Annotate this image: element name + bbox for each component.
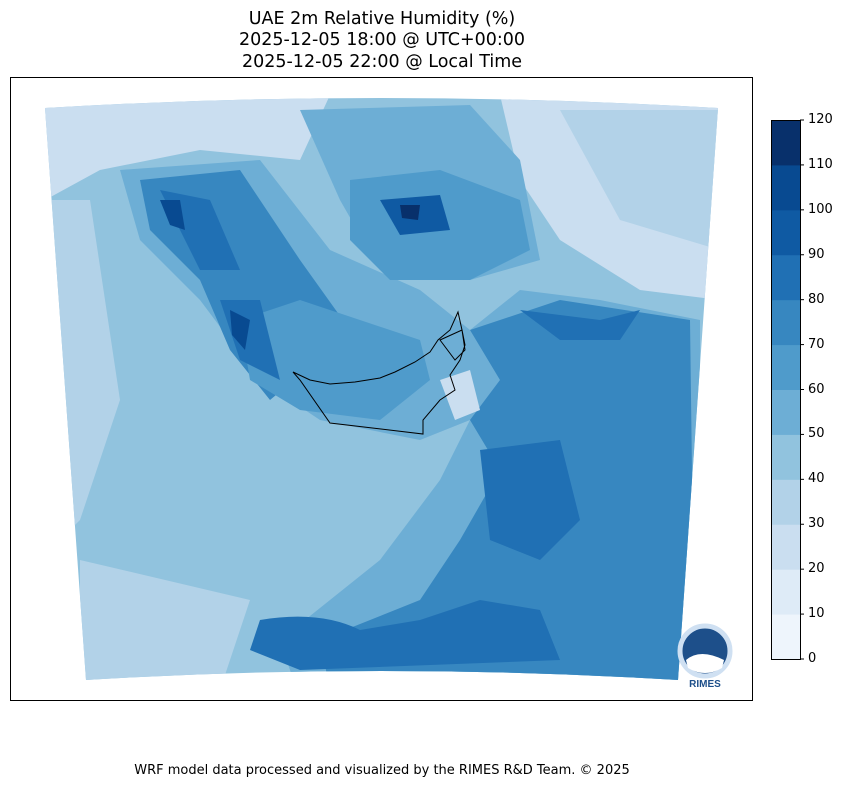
map-frame [10,77,753,701]
colorbar [771,119,804,660]
chart-subtitle-utc: 2025-12-05 18:00 @ UTC+00:00 [238,30,526,50]
colorbar-tick-label: 70 [808,336,825,352]
colorbar-band [771,389,800,435]
colorbar-tick-label: 100 [808,201,833,217]
colorbar-band [771,299,800,346]
chart-title: UAE 2m Relative Humidity (%) [248,9,516,29]
colorbar-tick-label: 50 [808,426,825,442]
colorbar-band [771,164,800,211]
colorbar-tick-label: 20 [808,561,825,577]
colorbar-band [771,209,800,256]
colorbar-tick-label: 0 [808,651,817,666]
colorbar-band [771,569,800,615]
uae-border [292,310,466,435]
humidity-field [45,98,718,680]
colorbar-band [771,254,800,301]
colorbar-tick-label: 120 [808,112,833,127]
colorbar-tick-label: 80 [808,291,825,307]
colorbar-band [771,120,800,166]
colorbar-tick-label: 60 [808,381,825,397]
rimes-logo: RIMES [677,623,733,690]
colorbar-tick-label: 110 [808,156,833,172]
footer-credit: WRF model data processed and visualized … [134,763,630,778]
colorbar-band [771,434,800,480]
colorbar-band [771,524,800,570]
colorbar-tick-label: 90 [808,246,825,262]
colorbar-band [771,344,800,390]
colorbar-band [771,614,800,660]
colorbar-tick-label: 40 [808,471,825,487]
colorbar-tick-label: 10 [808,606,825,622]
svg-text:RIMES: RIMES [689,679,721,690]
colorbar-tick-label: 30 [808,516,825,532]
colorbar-band [771,479,800,525]
chart-subtitle-local: 2025-12-05 22:00 @ Local Time [241,52,523,72]
